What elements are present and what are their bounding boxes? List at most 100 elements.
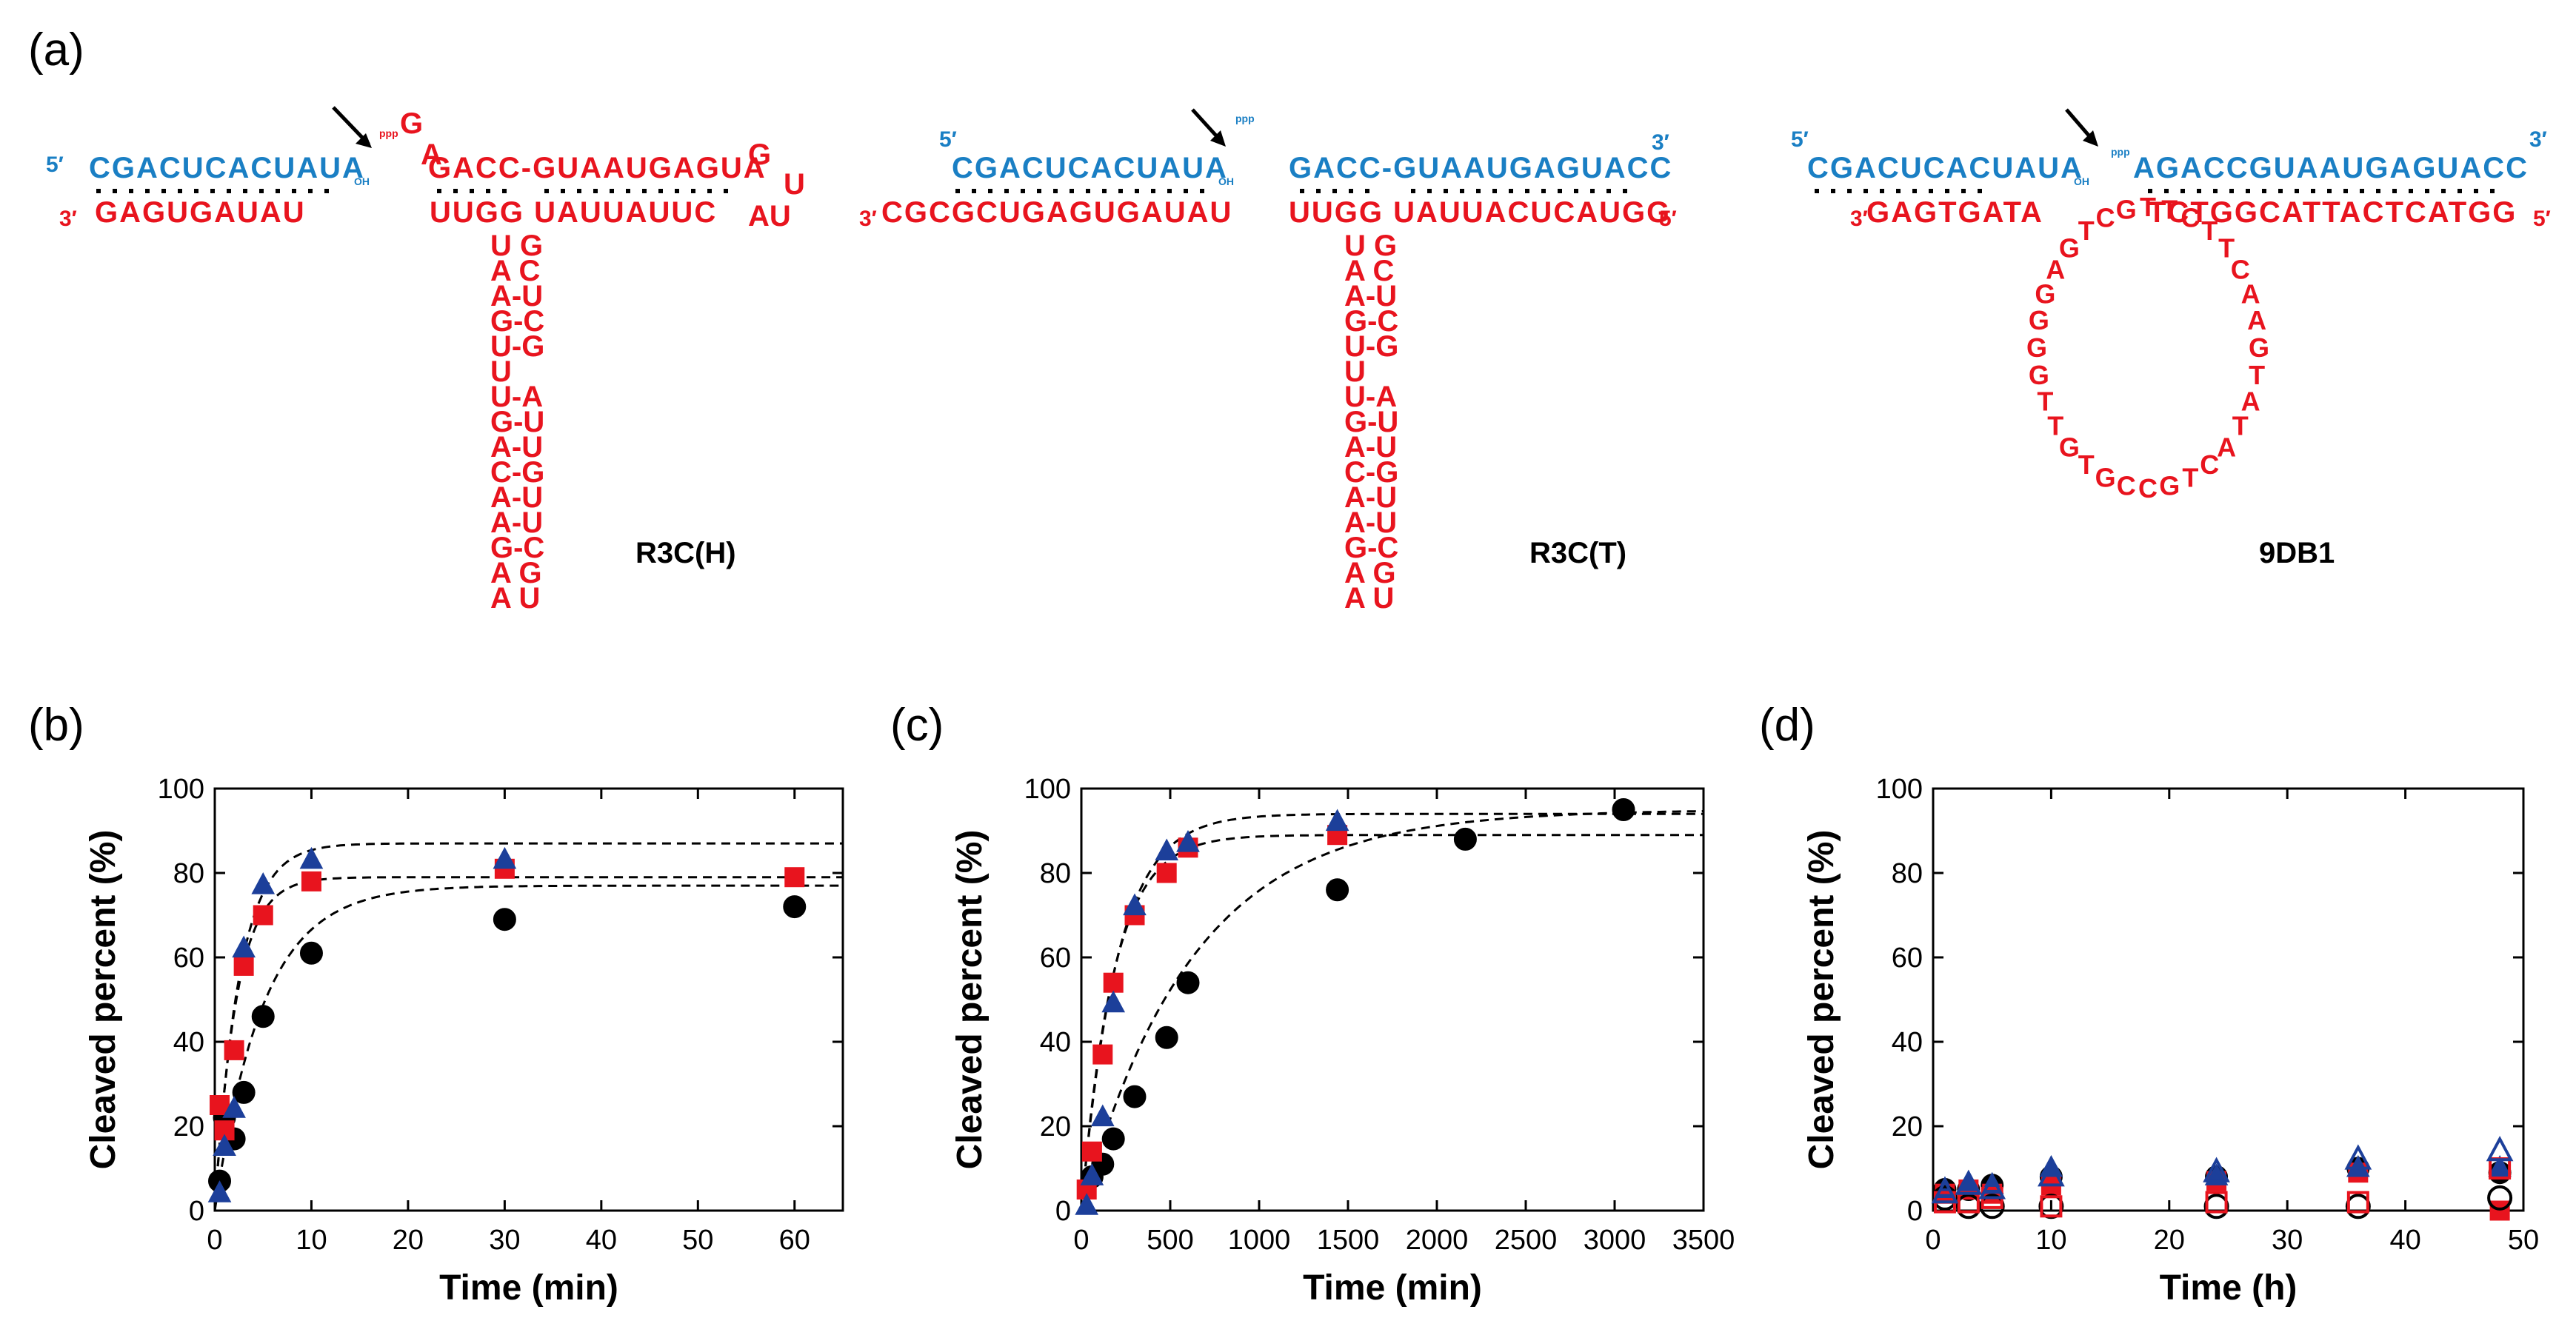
- x-tick-label: 50: [682, 1225, 713, 1256]
- plot-frame: [213, 787, 844, 1212]
- data-point-triangle: [2486, 1135, 2514, 1162]
- r3ct-oh: OH: [1218, 175, 1234, 187]
- r3ct-top-strand: GACC-GUAAUGAGUACC: [1289, 152, 1672, 184]
- 9db1-loop-base: T: [2182, 463, 2198, 493]
- r3ct-stem-row: G-C: [1344, 532, 1398, 564]
- r3ct-arrowhead: [1210, 130, 1226, 147]
- r3ct-stem-row: A-U: [1344, 506, 1397, 539]
- data-point-circle: [1123, 1085, 1147, 1108]
- data-point-triangle: [1978, 1174, 2006, 1200]
- data-point-triangle: [1931, 1177, 1959, 1204]
- data-point-square: [1081, 1141, 1102, 1162]
- data-point-circle: [1176, 971, 1200, 994]
- 9db1-top-strand: AGACCGUAAUGAGUACC: [2133, 152, 2529, 184]
- data-point-triangle: [213, 1134, 236, 1156]
- r3ch-stem: U GA CA-UG-CU-GUU-AG-UA-UC-GA-UA-UG-CA G…: [490, 230, 544, 615]
- data-point-triangle: [299, 846, 324, 869]
- r3ch-bottom-right: UUGG UAUUAUUC: [430, 196, 717, 229]
- x-axis-label: Time (min): [1303, 1268, 1482, 1308]
- 9db1-enzyme-bottom: GAGTGATA: [1866, 196, 2043, 229]
- 9db1-loop-base: G: [2029, 305, 2049, 335]
- y-tick-label: 100: [1024, 774, 1071, 805]
- 9db1-bottom-right: TCTGGCATTACTCATGG: [2148, 196, 2517, 229]
- x-tick-label: 40: [2389, 1225, 2420, 1256]
- r3ch-enzyme-bottom: GAGUGAUAU: [95, 196, 306, 229]
- 9db1-substrate: CGACUCACUAUA: [1807, 152, 2083, 184]
- 9db1-loop-base: C: [2117, 470, 2136, 501]
- y-tick-label: 80: [173, 858, 204, 889]
- data-point-square: [2205, 1191, 2228, 1214]
- x-tick-label: 2500: [1495, 1225, 1558, 1256]
- data-point-circle: [232, 1080, 256, 1104]
- r3ct-stem-row: A G: [1344, 557, 1396, 589]
- panel-label-d: (d): [1759, 700, 1815, 751]
- 9db1-loop-base: C: [2231, 254, 2250, 284]
- 9db1-prime5-bottom: 5′: [2533, 207, 2551, 231]
- data-point-circle: [299, 941, 323, 965]
- x-tick-label: 2000: [1406, 1225, 1469, 1256]
- r3ct-stem-row: G-C: [1344, 305, 1398, 338]
- data-point-triangle: [2344, 1144, 2372, 1170]
- data-point-triangle: [232, 935, 256, 958]
- x-tick-label: 0: [1073, 1225, 1089, 1256]
- data-point-square: [224, 1040, 244, 1060]
- r3ch-stem-row: U G: [490, 230, 543, 262]
- data-point-triangle: [1080, 1163, 1104, 1185]
- 9db1-loop-base: G: [2029, 360, 2049, 390]
- r3ct-enzyme-bottom: CGCGCUGAGUGAUAU: [881, 196, 1232, 229]
- plot-frame: [1932, 787, 2525, 1212]
- structure-9db1: 5′ CGACUCACUAUA OH ppp AGACCGUAAUGAGUACC…: [1791, 108, 2551, 569]
- r3ch-stem-row: G-C: [490, 532, 544, 564]
- x-tick-label: 500: [1147, 1225, 1193, 1256]
- data-point-triangle: [1325, 809, 1349, 832]
- r3ct-ppp: ppp: [1235, 113, 1255, 124]
- r3ct-stem-row: A-U: [1344, 431, 1397, 464]
- r3ch-au-end: AU: [748, 200, 791, 232]
- y-tick-label: 100: [158, 774, 204, 805]
- y-axis-label: Cleaved percent (%): [950, 830, 990, 1170]
- data-point-square: [1103, 972, 1124, 993]
- x-tick-label: 10: [296, 1225, 327, 1256]
- 9db1-oh: OH: [2074, 175, 2089, 187]
- r3ch-oh: OH: [354, 175, 370, 187]
- r3ct-stem-row: C-G: [1344, 456, 1398, 489]
- 9db1-loop-base: A: [2241, 387, 2260, 417]
- 9db1-loop-base: G: [2116, 195, 2137, 225]
- r3ch-stem-row: A-U: [490, 481, 543, 514]
- r3ct-stem-row: G-U: [1344, 406, 1398, 438]
- 9db1-loop-base: T: [2047, 411, 2063, 441]
- r3ct-stem-row: U-A: [1344, 381, 1397, 413]
- y-tick-label: 20: [173, 1111, 204, 1142]
- r3ct-prime3-bottom: 3′: [859, 207, 877, 231]
- y-tick-label: 0: [1055, 1196, 1071, 1227]
- 9db1-loop-base: T: [2232, 411, 2249, 441]
- x-tick-label: 50: [2508, 1225, 2539, 1256]
- x-tick-label: 10: [2035, 1225, 2066, 1256]
- data-point-triangle: [1955, 1169, 1983, 1195]
- r3ch-stem-row: A C: [490, 255, 540, 287]
- x-tick-label: 1500: [1317, 1225, 1380, 1256]
- y-tick-label: 80: [1040, 858, 1071, 889]
- 9db1-loop-base: G: [2059, 432, 2080, 462]
- r3ct-stem-row: U: [1344, 355, 1366, 388]
- x-tick-label: 3500: [1672, 1225, 1735, 1256]
- r3ch-stem-row: A-U: [490, 280, 543, 312]
- 9db1-loop-base: T: [2218, 233, 2235, 264]
- 9db1-loop-base: C: [2200, 449, 2219, 480]
- r3ch-ppp: ppp: [379, 127, 398, 139]
- data-point-circle: [1155, 1025, 1178, 1049]
- 9db1-prime3: 3′: [2529, 127, 2547, 152]
- r3ct-name: R3C(T): [1529, 537, 1626, 569]
- r3ch-stem-row: A G: [490, 557, 542, 589]
- 9db1-loop-base: A: [2247, 305, 2266, 335]
- 9db1-loop-base: G: [2059, 233, 2080, 264]
- 9db1-prime5: 5′: [1791, 127, 1809, 152]
- data-point-circle: [1326, 878, 1349, 902]
- 9db1-loop-base: A: [2241, 278, 2260, 309]
- data-point-square: [2040, 1195, 2063, 1218]
- data-point-square: [2489, 1200, 2510, 1221]
- x-tick-label: 40: [586, 1225, 617, 1256]
- 9db1-loop-base: T: [2201, 215, 2218, 246]
- r3ct-bottom-right: UUGG UAUUACUCAUGG: [1289, 196, 1671, 229]
